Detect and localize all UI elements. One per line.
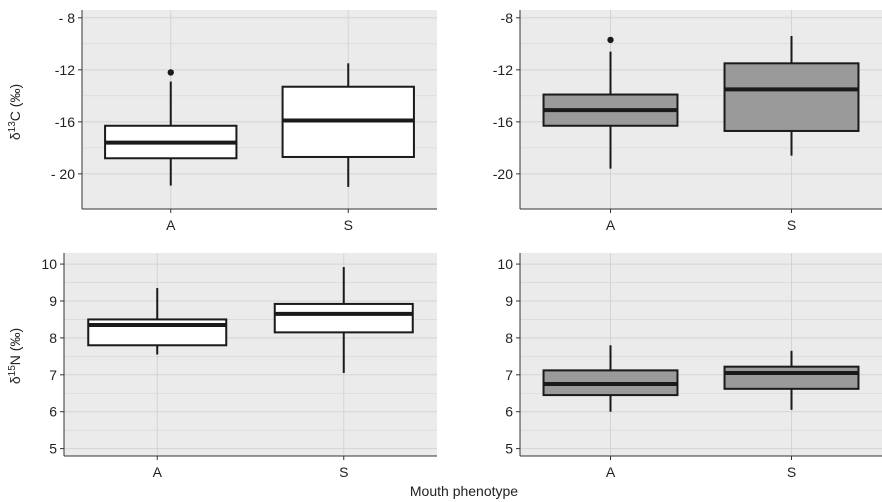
y-axis-title-top-sup: 13 [7, 121, 18, 133]
panel-bottom-left: 5 6 7 8 9 10 A S [41, 253, 437, 480]
y-axis-title-bottom-sup: 15 [7, 365, 18, 377]
x-tick-label: S [339, 464, 348, 480]
y-tick-label: 8 [505, 330, 513, 346]
panel-background [520, 253, 882, 456]
panel-background [64, 253, 437, 456]
y-tick-label: 10 [497, 256, 513, 272]
y-tick-label: -8 [501, 10, 514, 26]
y-tick-label: 9 [49, 293, 57, 309]
outlier-point [607, 36, 614, 44]
outlier-point [167, 69, 174, 76]
y-axis-title-bottom-main: N (‰) [7, 328, 23, 365]
boxplot-S [281, 63, 415, 187]
y-tick-label: -12 [493, 62, 513, 78]
y-tick-label: 7 [49, 367, 57, 383]
x-tick-label: A [153, 464, 163, 480]
y-tick-label: 10 [41, 256, 57, 272]
y-tick-label: 6 [49, 404, 57, 420]
box-iqr [723, 62, 860, 132]
panel-top-right: -8 -12 -16 -20 A S [493, 10, 882, 233]
boxplot-S [723, 350, 860, 410]
x-axis-title: Mouth phenotype [410, 483, 518, 499]
y-tick-label: 6 [505, 404, 513, 420]
panels: - 8 -12 -16 - 20 A S -8 -12 -16 -20 A S 5 6 7 8 9 10 A S 5 6 7… [41, 10, 882, 480]
panel-top-left: - 8 -12 -16 - 20 A S [51, 10, 437, 233]
y-tick-label: 9 [505, 293, 513, 309]
y-tick-label: 5 [49, 441, 57, 457]
boxplot-S [273, 267, 414, 373]
y-tick-label: -16 [55, 114, 75, 130]
x-tick-label: A [606, 217, 616, 233]
boxplot-A [87, 288, 228, 355]
y-tick-label: 7 [505, 367, 513, 383]
boxplot-A [542, 36, 679, 169]
x-tick-label: S [787, 464, 796, 480]
y-axis-title-bottom: δ15N (‰) [7, 328, 23, 384]
y-tick-label: 5 [505, 441, 513, 457]
x-tick-label: S [344, 217, 353, 233]
y-axis-title-bottom-prefix: δ [7, 376, 23, 384]
panel-bottom-right: 5 6 7 8 9 10 A S [497, 253, 882, 480]
box-iqr [723, 365, 860, 390]
y-tick-label: -20 [493, 166, 513, 182]
y-tick-label: - 20 [51, 166, 75, 182]
y-axis-title-top: δ13C (‰) [7, 84, 23, 140]
y-tick-label: - 8 [59, 10, 76, 26]
x-tick-label: A [166, 217, 176, 233]
y-axis-title-top-main: C (‰) [7, 84, 23, 121]
boxplot-A [542, 345, 679, 412]
y-axis-title-top-prefix: δ [7, 132, 23, 140]
y-tick-label: -16 [493, 114, 513, 130]
boxplot-S [723, 36, 860, 156]
x-tick-label: A [606, 464, 616, 480]
x-tick-label: S [787, 217, 796, 233]
y-tick-label: 8 [49, 330, 57, 346]
boxplot-A [104, 69, 238, 186]
box-iqr [273, 302, 414, 334]
y-tick-label: -12 [55, 62, 75, 78]
